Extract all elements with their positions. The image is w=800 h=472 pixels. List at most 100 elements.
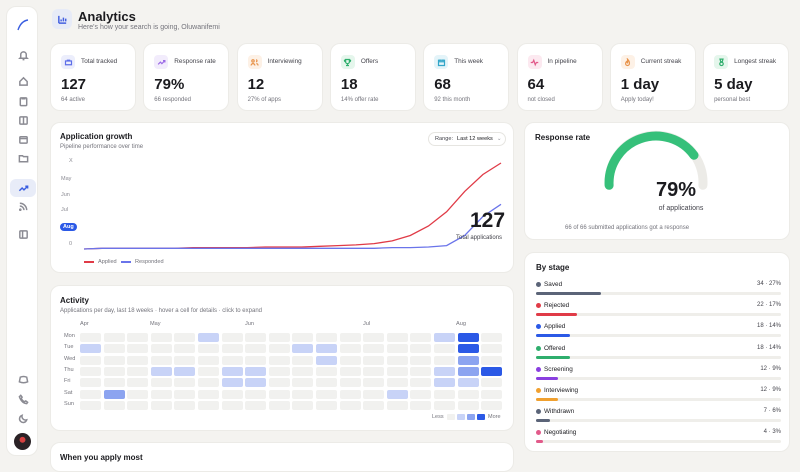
folder-icon[interactable]	[15, 150, 31, 166]
heatmap-cell[interactable]	[316, 344, 337, 354]
heatmap-cell[interactable]	[268, 400, 290, 410]
heatmap-cell[interactable]	[127, 333, 149, 342]
heatmap-cell[interactable]	[268, 355, 290, 365]
heatmap-cell[interactable]	[457, 344, 479, 354]
heatmap-cell[interactable]	[221, 333, 243, 342]
heatmap-cell[interactable]	[174, 333, 196, 342]
bell-icon[interactable]	[15, 47, 31, 63]
heatmap-cell[interactable]	[174, 355, 196, 365]
heatmap-cell[interactable]	[80, 333, 101, 342]
logo-icon[interactable]	[15, 17, 31, 33]
heatmap-cell[interactable]	[150, 355, 172, 365]
heatmap-cell[interactable]	[268, 389, 290, 399]
heatmap-cell[interactable]	[80, 400, 101, 410]
heatmap-cell[interactable]	[174, 366, 196, 376]
heatmap-cell[interactable]	[221, 366, 243, 376]
heatmap-cell[interactable]	[316, 400, 337, 410]
heatmap-cell[interactable]	[292, 344, 314, 354]
heatmap-cell[interactable]	[339, 400, 361, 410]
heatmap-cell[interactable]	[316, 378, 337, 388]
heatmap-cell[interactable]	[339, 344, 361, 354]
heatmap-cell[interactable]	[174, 344, 196, 354]
heatmap-cell[interactable]	[221, 378, 243, 388]
heatmap-cell[interactable]	[245, 389, 267, 399]
heatmap-cell[interactable]	[221, 355, 243, 365]
heatmap-cell[interactable]	[292, 400, 314, 410]
heatmap-cell[interactable]	[198, 378, 219, 388]
heatmap-cell[interactable]	[127, 400, 149, 410]
heatmap-cell[interactable]	[245, 366, 267, 376]
heatmap-cell[interactable]	[292, 366, 314, 376]
heatmap-cell[interactable]	[198, 366, 219, 376]
heatmap-cell[interactable]	[103, 344, 125, 354]
heatmap-cell[interactable]	[339, 378, 361, 388]
heatmap-cell[interactable]	[386, 355, 408, 365]
heatmap-cell[interactable]	[198, 333, 219, 342]
heatmap-cell[interactable]	[127, 355, 149, 365]
heatmap-cell[interactable]	[363, 400, 385, 410]
heatmap-cell[interactable]	[268, 366, 290, 376]
heatmap-cell[interactable]	[410, 355, 432, 365]
heatmap-cell[interactable]	[481, 355, 503, 365]
heatmap-cell[interactable]	[292, 333, 314, 342]
heatmap-cell[interactable]	[292, 378, 314, 388]
heatmap-cell[interactable]	[127, 344, 149, 354]
heatmap-cell[interactable]	[198, 355, 219, 365]
heatmap-cell[interactable]	[339, 333, 361, 342]
heatmap-cell[interactable]	[410, 366, 432, 376]
heatmap-cell[interactable]	[410, 389, 432, 399]
home-icon[interactable]	[15, 73, 31, 89]
avatar[interactable]	[14, 433, 31, 450]
heatmap-cell[interactable]	[363, 378, 385, 388]
heatmap-cell[interactable]	[363, 333, 385, 342]
heatmap-cell[interactable]	[150, 400, 172, 410]
heatmap-cell[interactable]	[80, 366, 101, 376]
heatmap-cell[interactable]	[410, 378, 432, 388]
heatmap-cell[interactable]	[410, 344, 432, 354]
heatmap-cell[interactable]	[174, 378, 196, 388]
heatmap-cell[interactable]	[481, 366, 503, 376]
heatmap-cell[interactable]	[150, 389, 172, 399]
heatmap-cell[interactable]	[457, 366, 479, 376]
heatmap-cell[interactable]	[80, 344, 101, 354]
heatmap-cell[interactable]	[316, 366, 337, 376]
heatmap-cell[interactable]	[174, 400, 196, 410]
heatmap-cell[interactable]	[127, 389, 149, 399]
heatmap-cell[interactable]	[457, 355, 479, 365]
heatmap-cell[interactable]	[80, 355, 101, 365]
heatmap-cell[interactable]	[434, 333, 455, 342]
heatmap-cell[interactable]	[198, 344, 219, 354]
heatmap-cell[interactable]	[434, 378, 455, 388]
heatmap-cell[interactable]	[386, 344, 408, 354]
heatmap-cell[interactable]	[481, 333, 503, 342]
rss-icon[interactable]	[15, 198, 31, 214]
heatmap-cell[interactable]	[434, 366, 455, 376]
heatmap-cell[interactable]	[221, 389, 243, 399]
heatmap-cell[interactable]	[339, 366, 361, 376]
heatmap-cell[interactable]	[292, 355, 314, 365]
heatmap-cell[interactable]	[386, 400, 408, 410]
heatmap-cell[interactable]	[103, 400, 125, 410]
heatmap-cell[interactable]	[386, 389, 408, 399]
heatmap-cell[interactable]	[103, 355, 125, 365]
heatmap-cell[interactable]	[103, 389, 125, 399]
heatmap-cell[interactable]	[410, 333, 432, 342]
heatmap-cell[interactable]	[103, 366, 125, 376]
heatmap-cell[interactable]	[339, 355, 361, 365]
heatmap-cell[interactable]	[363, 366, 385, 376]
heatmap-cell[interactable]	[221, 400, 243, 410]
heatmap-cell[interactable]	[245, 400, 267, 410]
phone-icon[interactable]	[15, 391, 31, 407]
heatmap-cell[interactable]	[268, 344, 290, 354]
heatmap-cell[interactable]	[457, 400, 479, 410]
heatmap-cell[interactable]	[174, 389, 196, 399]
range-select[interactable]: Range: Last 12 weeks ⌄	[428, 132, 506, 146]
heatmap-cell[interactable]	[292, 389, 314, 399]
heatmap-cell[interactable]	[198, 389, 219, 399]
heatmap-cell[interactable]	[363, 389, 385, 399]
heatmap-cell[interactable]	[103, 378, 125, 388]
heatmap-cell[interactable]	[363, 344, 385, 354]
heatmap-cell[interactable]	[127, 378, 149, 388]
heatmap-cell[interactable]	[103, 333, 125, 342]
heatmap-cell[interactable]	[434, 355, 455, 365]
